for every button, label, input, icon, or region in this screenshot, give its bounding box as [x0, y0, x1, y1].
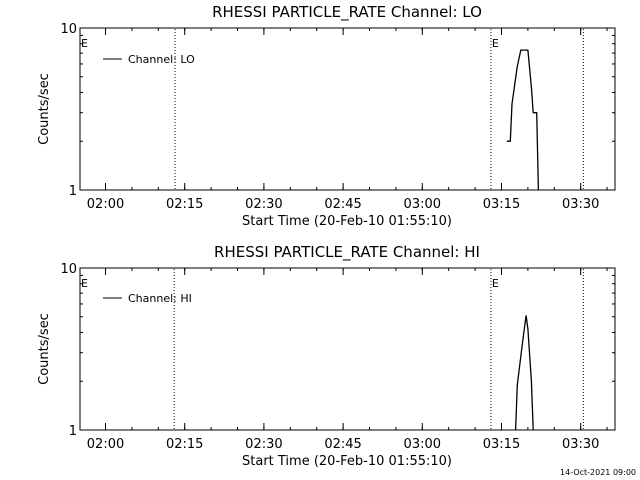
x-tick-label: 02:30: [245, 197, 282, 212]
event-markers: E: [174, 29, 584, 189]
chart-title: RHESSI PARTICLE_RATE Channel: LO: [212, 3, 482, 22]
edge-event-label: E: [81, 37, 88, 50]
event-markers: E: [173, 269, 584, 429]
event-marker-label: E: [492, 37, 499, 50]
y-axis-label: Counts/sec: [37, 73, 52, 145]
x-tick-label: 02:45: [324, 197, 361, 212]
edge-event-label: E: [81, 277, 88, 290]
legend: Channel: LO: [103, 53, 195, 66]
event-marker-label: E: [492, 277, 499, 290]
plot-frame: [79, 27, 616, 191]
chart-panel-hi: RHESSI PARTICLE_RATE Channel: HI Counts/…: [37, 243, 616, 469]
chart-title: RHESSI PARTICLE_RATE Channel: HI: [214, 243, 480, 262]
legend-label: Channel: HI: [128, 292, 192, 305]
series-line: [506, 49, 540, 191]
series-line: [514, 315, 534, 431]
y-tick-label: 1: [69, 424, 77, 439]
x-tick-label: 02:00: [87, 197, 124, 212]
series-layer: [514, 315, 534, 431]
x-tick-label: 02:30: [245, 437, 282, 452]
y-tick-label: 10: [60, 22, 77, 37]
plot-frame: [79, 267, 616, 431]
x-tick-label: 03:30: [562, 437, 599, 452]
legend: Channel: HI: [103, 292, 192, 305]
series-layer: [506, 49, 540, 191]
legend-label: Channel: LO: [128, 53, 195, 66]
x-tick-label: 03:00: [404, 437, 441, 452]
x-tick-label: 02:15: [166, 437, 203, 452]
y-ticks: 1 10: [60, 262, 615, 439]
x-tick-label: 03:15: [483, 197, 520, 212]
y-axis-label: Counts/sec: [37, 313, 52, 385]
x-tick-label: 02:15: [166, 197, 203, 212]
y-tick-label: 10: [60, 262, 77, 277]
x-tick-label: 03:30: [562, 197, 599, 212]
x-axis-label: Start Time (20-Feb-10 01:55:10): [242, 454, 452, 469]
x-axis-label: Start Time (20-Feb-10 01:55:10): [242, 214, 452, 229]
x-ticks: 02:00 02:15 02:30 02:45 03:00 03:15 03:30: [87, 28, 608, 212]
x-tick-label: 02:00: [87, 437, 124, 452]
x-tick-label: 03:15: [483, 437, 520, 452]
y-ticks: 1 10: [60, 22, 615, 199]
x-ticks: 02:00 02:15 02:30 02:45 03:00 03:15 03:30: [87, 268, 608, 452]
chart-panel-lo: RHESSI PARTICLE_RATE Channel: LO Counts/…: [37, 3, 616, 229]
x-tick-label: 02:45: [324, 437, 361, 452]
y-tick-label: 1: [69, 184, 77, 199]
timestamp-stamp: 14-Oct-2021 09:00: [560, 468, 636, 477]
x-tick-label: 03:00: [404, 197, 441, 212]
